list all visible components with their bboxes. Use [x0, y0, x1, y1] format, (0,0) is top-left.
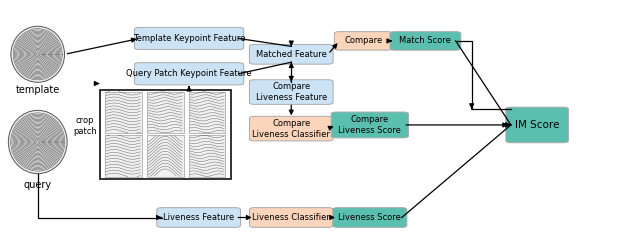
Text: Compare
Liveness Feature: Compare Liveness Feature	[255, 82, 327, 102]
Text: crop
patch: crop patch	[73, 116, 97, 136]
FancyBboxPatch shape	[250, 116, 333, 141]
FancyBboxPatch shape	[134, 27, 244, 49]
Text: Compare
Liveness Score: Compare Liveness Score	[339, 115, 401, 135]
Bar	[147, 92, 184, 133]
FancyBboxPatch shape	[331, 112, 408, 138]
FancyBboxPatch shape	[390, 32, 461, 50]
FancyBboxPatch shape	[333, 208, 407, 227]
Text: Match Score: Match Score	[399, 37, 451, 45]
Text: Template Keypoint Feature: Template Keypoint Feature	[133, 34, 245, 43]
Text: query: query	[24, 180, 52, 190]
FancyBboxPatch shape	[134, 63, 244, 85]
Text: Compare: Compare	[344, 37, 383, 45]
Text: Matched Feature: Matched Feature	[256, 50, 326, 59]
FancyBboxPatch shape	[506, 107, 568, 143]
Ellipse shape	[8, 110, 67, 174]
Text: template: template	[15, 85, 60, 95]
FancyBboxPatch shape	[250, 44, 333, 64]
Bar	[105, 92, 141, 133]
Text: Query Patch Keypoint Feature: Query Patch Keypoint Feature	[126, 69, 252, 78]
FancyBboxPatch shape	[250, 208, 333, 227]
Text: Liveness Classifier: Liveness Classifier	[252, 213, 330, 222]
Text: Liveness Feature: Liveness Feature	[163, 213, 234, 222]
Bar	[105, 135, 141, 177]
Bar	[147, 135, 184, 177]
Text: Compare
Liveness Classifier: Compare Liveness Classifier	[252, 119, 330, 139]
Bar	[189, 92, 225, 133]
FancyBboxPatch shape	[250, 80, 333, 104]
Bar	[189, 135, 225, 177]
FancyBboxPatch shape	[157, 208, 241, 227]
FancyBboxPatch shape	[334, 32, 392, 50]
Bar	[100, 90, 230, 179]
Ellipse shape	[11, 26, 65, 82]
Text: Liveness Score: Liveness Score	[339, 213, 401, 222]
Text: IM Score: IM Score	[515, 120, 559, 130]
